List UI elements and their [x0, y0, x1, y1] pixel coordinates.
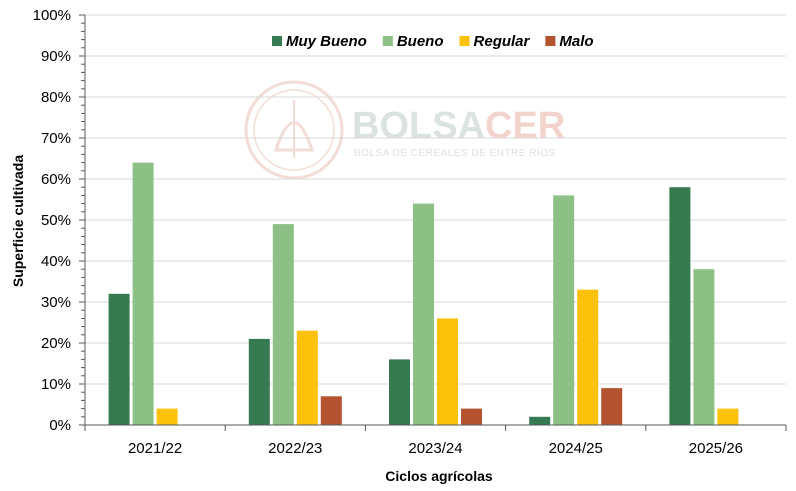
- bolsacer-seal-icon: [244, 80, 344, 180]
- y-tick-label: 80%: [41, 89, 71, 106]
- axes: [79, 14, 787, 431]
- bar: [601, 388, 623, 425]
- bar: [577, 289, 599, 425]
- x-tick-label: 2025/26: [689, 440, 743, 457]
- watermark-title-part1: BOLSA: [352, 105, 485, 147]
- watermark-title-part2: CER: [485, 105, 565, 147]
- legend-label: Bueno: [397, 33, 444, 50]
- gridlines: [85, 14, 786, 385]
- y-tick-label: 10%: [41, 376, 71, 393]
- bar: [413, 203, 434, 425]
- bar: [437, 318, 458, 425]
- x-tick-label: 2021/22: [128, 440, 182, 457]
- watermark-title: BOLSACER: [352, 105, 565, 147]
- bars: [108, 162, 739, 425]
- watermark-subtitle: BOLSA DE CEREALES DE ENTRE RÍOS: [354, 146, 556, 159]
- bar: [717, 408, 739, 425]
- y-tick-label: 30%: [41, 294, 71, 311]
- bar: [248, 338, 270, 425]
- y-tick-labels: 0% 10% 20% 30% 40% 50% 60% 70% 80% 90% 100%: [33, 7, 71, 434]
- bar: [529, 416, 551, 425]
- legend-swatch: [272, 36, 282, 46]
- y-tick-label: 0%: [49, 417, 71, 434]
- bar: [693, 269, 715, 425]
- y-tick-label: 40%: [41, 253, 71, 270]
- bar: [461, 408, 482, 425]
- bar: [272, 224, 294, 425]
- x-tick-labels: 2021/22 2022/23 2023/24 2024/25 2025/26: [128, 440, 743, 457]
- legend-swatch: [382, 36, 393, 46]
- y-axis-title: Superficie cultivada: [10, 155, 26, 287]
- bar: [320, 396, 342, 425]
- bar: [389, 359, 410, 425]
- bar: [669, 187, 691, 425]
- legend-swatch: [545, 36, 556, 46]
- legend-label: Malo: [559, 33, 593, 50]
- x-tick-label: 2024/25: [549, 440, 603, 457]
- y-tick-label: 50%: [41, 212, 71, 229]
- y-tick-label: 100%: [33, 7, 71, 24]
- y-tick-label: 20%: [41, 335, 71, 352]
- legend-swatch: [459, 36, 470, 46]
- y-tick-label: 70%: [41, 130, 71, 147]
- bar: [553, 195, 575, 425]
- x-tick-label: 2022/23: [268, 440, 322, 457]
- x-axis-title: Ciclos agrícolas: [385, 468, 493, 484]
- bar: [296, 330, 318, 425]
- watermark: BOLSACER BOLSA DE CEREALES DE ENTRE RÍOS: [244, 80, 565, 180]
- legend: Muy Bueno Bueno Regular Malo: [272, 33, 594, 50]
- bar: [132, 162, 154, 425]
- y-tick-label: 90%: [41, 48, 71, 65]
- y-tick-label: 60%: [41, 171, 71, 188]
- bar: [156, 408, 178, 425]
- x-tick-label: 2023/24: [408, 440, 462, 457]
- bar: [108, 293, 130, 425]
- legend-label: Muy Bueno: [286, 33, 367, 50]
- legend-label: Regular: [474, 33, 531, 50]
